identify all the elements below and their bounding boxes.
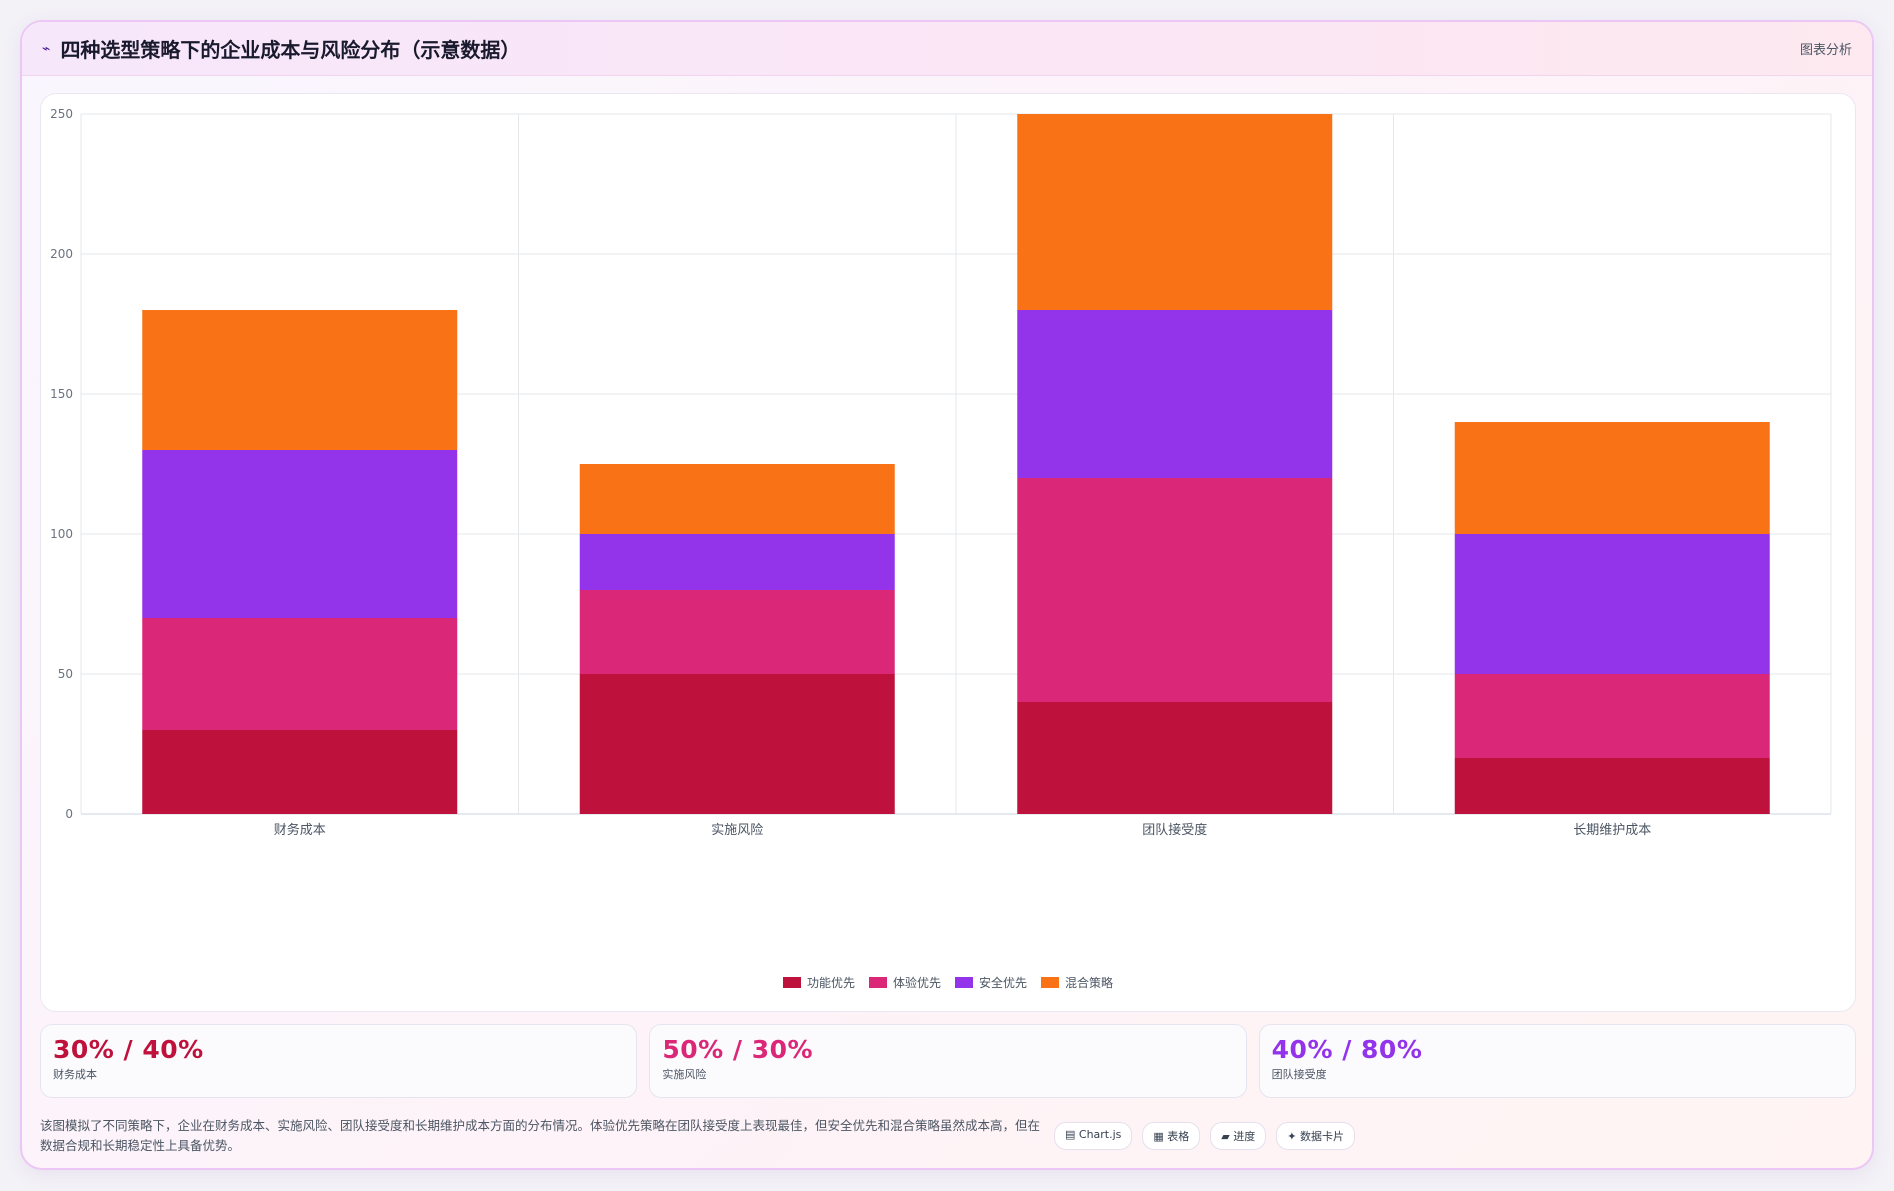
chart-legend: 功能优先 体验优先 安全优先 混合策略 xyxy=(41,974,1855,991)
y-tick-label: 0 xyxy=(65,807,73,821)
x-tick-label: 长期维护成本 xyxy=(1573,823,1651,838)
stat-card: 50% / 30% 实施风险 xyxy=(649,1024,1247,1098)
chart-icon: ▤ xyxy=(1065,1128,1079,1141)
bar-segment xyxy=(1454,758,1770,814)
stat-label: 实施风险 xyxy=(662,1068,707,1081)
x-tick-label: 财务成本 xyxy=(274,822,326,838)
legend-item[interactable]: 混合策略 xyxy=(1041,974,1113,991)
chart-card: ⌁ 四种选型策略下的企业成本与风险分布（示意数据） 图表分析 0 50 100 150… xyxy=(20,20,1874,1170)
progress-icon: ▰ xyxy=(1221,1130,1234,1143)
pill-label: 数据卡片 xyxy=(1299,1130,1344,1143)
bar-segment xyxy=(579,590,895,674)
legend-item[interactable]: 安全优先 xyxy=(955,974,1027,991)
bar-segment xyxy=(1017,114,1333,310)
bar-segment xyxy=(579,534,895,590)
legend-label: 安全优先 xyxy=(979,976,1028,990)
legend-item[interactable]: 功能优先 xyxy=(782,974,855,991)
bar-segment xyxy=(1017,478,1333,702)
trend-icon: ⌁ xyxy=(42,40,51,57)
stat-label: 团队接受度 xyxy=(1271,1068,1327,1081)
bar-segment xyxy=(142,450,458,618)
bar-segment xyxy=(142,618,458,730)
pill-chart[interactable]: ▤ Chart.js xyxy=(1054,1122,1133,1150)
chart-analysis-link[interactable]: 图表分析 xyxy=(1799,43,1852,58)
pill-label: Chart.js xyxy=(1078,1128,1122,1141)
legend-label: 功能优先 xyxy=(806,976,855,990)
y-tick-label: 100 xyxy=(50,527,73,541)
y-tick-label: 150 xyxy=(50,387,73,401)
sparkle-icon: ✦ xyxy=(1287,1130,1300,1143)
pill-sparkle[interactable]: ✦ 数据卡片 xyxy=(1276,1122,1355,1150)
legend-swatch xyxy=(868,977,887,988)
bar-segment xyxy=(1454,422,1770,534)
stat-card: 40% / 80% 团队接受度 xyxy=(1258,1024,1856,1098)
legend-label: 体验优先 xyxy=(892,976,941,990)
stacked-bar-chart: 0 50 100 150 200 250 财务成本 实施风险 团队接受度 长期维护成本 xyxy=(50,107,1832,838)
y-tick-label: 250 xyxy=(50,107,73,121)
stat-label: 财务成本 xyxy=(53,1068,97,1081)
pill-progress[interactable]: ▰ 进度 xyxy=(1210,1122,1267,1150)
bar-segment xyxy=(1454,674,1770,758)
legend-swatch xyxy=(782,977,801,988)
stat-value: 30% / 40% xyxy=(53,1035,204,1064)
y-tick-label: 50 xyxy=(58,667,73,681)
bar-segment xyxy=(1017,310,1333,478)
stat-value: 50% / 30% xyxy=(662,1035,814,1064)
footer: 该图模拟了不同策略下，企业在财务成本、实施风险、团队接受度和长期维护成本方面的分… xyxy=(40,1112,1856,1160)
card-header: ⌁ 四种选型策略下的企业成本与风险分布（示意数据） 图表分析 xyxy=(22,22,1872,76)
pill-label: 进度 xyxy=(1233,1130,1256,1143)
stat-card: 30% / 40% 财务成本 xyxy=(40,1024,638,1098)
bar-segment xyxy=(1454,534,1770,674)
legend-label: 混合策略 xyxy=(1065,976,1114,990)
stat-value: 40% / 80% xyxy=(1271,1035,1423,1064)
bar-segment xyxy=(579,464,895,534)
bar-segment xyxy=(579,674,895,814)
y-tick-label: 200 xyxy=(50,247,73,261)
chart-description: 该图模拟了不同策略下，企业在财务成本、实施风险、团队接受度和长期维护成本方面的分… xyxy=(40,1118,1041,1153)
table-icon: ▦ xyxy=(1153,1130,1168,1143)
pill-table[interactable]: ▦ 表格 xyxy=(1142,1122,1201,1150)
feature-pills: ▤ Chart.js ▦ 表格 ▰ 进度 ✦ 数据卡片 xyxy=(1054,1122,1355,1150)
bar-segment xyxy=(142,310,458,450)
legend-swatch xyxy=(955,977,973,988)
pill-label: 表格 xyxy=(1167,1130,1190,1143)
chart-panel: 0 50 100 150 200 250 财务成本 实施风险 团队接受度 长期维护成本 功能优先 体… xyxy=(40,93,1856,1012)
chart-title: 四种选型策略下的企业成本与风险分布（示意数据） xyxy=(60,38,521,62)
x-tick-label: 实施风险 xyxy=(711,823,763,838)
legend-item[interactable]: 体验优先 xyxy=(868,974,941,991)
bar-segment xyxy=(142,730,458,814)
legend-swatch xyxy=(1041,977,1060,988)
x-tick-label: 团队接受度 xyxy=(1142,822,1207,838)
bar-segment xyxy=(1017,702,1333,814)
stat-cards: 30% / 40% 财务成本 50% / 30% 实施风险 40% / 80% 团队接受度 xyxy=(40,1024,1856,1098)
